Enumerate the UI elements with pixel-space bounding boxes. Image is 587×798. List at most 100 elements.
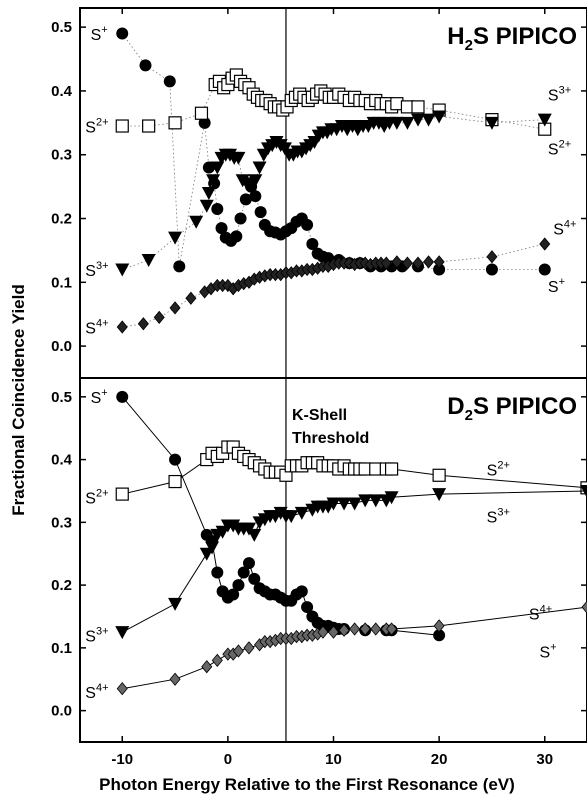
- series-label-charge: 3+: [96, 626, 109, 638]
- series-label-charge: +: [101, 24, 107, 36]
- series-label-base: S: [91, 390, 102, 407]
- data-point-circle: [301, 601, 314, 614]
- data-point-circle: [232, 579, 245, 592]
- threshold-annotation: K-Shell: [292, 407, 347, 424]
- series-label-charge: 2+: [96, 116, 109, 128]
- panel-title-main: H: [447, 23, 464, 50]
- series-label-charge: 2+: [96, 488, 109, 500]
- data-point-square: [168, 474, 182, 489]
- data-point-triangle: [368, 494, 383, 508]
- data-point-diamond: [211, 653, 223, 668]
- y-axis-title: Fractional Coincidence Yield: [9, 284, 28, 515]
- data-point-circle: [249, 190, 262, 203]
- series-label-base: S: [487, 509, 498, 526]
- series-label-left: S3+: [85, 260, 108, 280]
- panel-h2s: 0.00.10.20.30.40.5 S+S2+S3+S4+S3+S2+S4+S+…: [51, 7, 587, 379]
- series-label-base: S: [553, 221, 564, 238]
- data-point-square: [115, 487, 129, 501]
- data-point-diamond: [349, 622, 361, 636]
- data-point-circle: [116, 27, 129, 40]
- x-tick-label: 30: [536, 751, 553, 768]
- panel-title-sub: 2: [465, 37, 473, 54]
- data-point-circle: [202, 161, 215, 174]
- x-tick-label: 0: [224, 751, 232, 768]
- data-point-diamond: [327, 625, 340, 639]
- series-label-base: S: [548, 279, 559, 296]
- data-point-triangle: [189, 215, 204, 229]
- series-label-base: S: [487, 462, 498, 479]
- data-point-diamond: [317, 625, 329, 639]
- data-point-circle: [254, 206, 267, 219]
- data-point-diamond: [243, 641, 255, 655]
- panel-title-sub: 2: [465, 407, 473, 424]
- data-point-triangle: [358, 494, 373, 508]
- data-point-diamond: [433, 255, 445, 269]
- data-point-circle: [173, 260, 186, 273]
- data-point-triangle: [411, 113, 425, 127]
- data-point-square: [384, 462, 399, 476]
- data-point-diamond: [359, 622, 371, 636]
- data-point-circle: [116, 390, 129, 403]
- data-point-diamond: [370, 622, 382, 636]
- data-point-diamond: [232, 644, 244, 658]
- series-label-base: S: [85, 119, 96, 136]
- y-tick-label: 0.2: [51, 577, 72, 594]
- data-point-circle: [433, 263, 446, 276]
- data-point-triangle: [248, 174, 263, 188]
- x-tick-label: 20: [431, 751, 448, 768]
- panel-title: H2S PIPICO: [447, 23, 577, 54]
- data-point-circle: [295, 585, 308, 598]
- data-point-triangle: [115, 626, 130, 640]
- y-tick-label: 0.0: [51, 338, 72, 355]
- data-point-square: [115, 119, 129, 133]
- data-point-circle: [248, 572, 261, 585]
- data-point-diamond: [116, 682, 128, 696]
- data-point-triangle: [432, 110, 447, 124]
- data-point-triangle: [199, 199, 214, 213]
- y-tick-label: 0.5: [51, 19, 72, 36]
- series-label-right: S+: [548, 276, 565, 296]
- data-point-circle: [211, 202, 224, 215]
- data-point-triangle: [580, 484, 587, 498]
- series-label-charge: 2+: [559, 139, 572, 151]
- data-point-square: [194, 106, 209, 120]
- series-label-base: S: [91, 27, 102, 44]
- data-point-diamond: [153, 310, 165, 325]
- data-point-diamond: [137, 317, 149, 331]
- series-label-charge: 4+: [96, 682, 109, 694]
- series-label-charge: 4+: [540, 604, 553, 616]
- panel-d2s: 0.00.10.20.30.40.5-10 0 10 20 30S+S2+S3+S4+S…: [51, 377, 587, 768]
- series-label-right: S4+: [529, 604, 552, 624]
- data-point-triangle: [206, 174, 221, 188]
- data-point-diamond: [338, 623, 350, 637]
- data-point-diamond: [201, 660, 213, 674]
- y-tick-label: 0.2: [51, 211, 72, 228]
- data-point-triangle: [284, 510, 299, 524]
- data-point-square: [411, 100, 425, 114]
- data-point-circle: [239, 193, 252, 206]
- data-point-circle: [227, 588, 240, 601]
- data-point-triangle: [432, 488, 447, 502]
- series-label-left: S4+: [85, 682, 108, 702]
- series-label-left: S3+: [85, 626, 108, 646]
- data-point-circle: [169, 453, 182, 466]
- data-point-triangle: [141, 253, 156, 267]
- data-point-diamond: [391, 255, 403, 269]
- data-point-circle: [234, 212, 247, 225]
- data-point-diamond: [169, 672, 181, 686]
- data-point-triangle: [384, 491, 399, 505]
- series-label-base: S: [85, 685, 96, 702]
- data-point-circle: [237, 566, 250, 579]
- data-point-circle: [139, 59, 152, 72]
- data-point-triangle: [421, 113, 436, 127]
- series-label-base: S: [85, 320, 96, 337]
- series-S4plus: [116, 237, 551, 334]
- data-point-triangle: [247, 528, 262, 542]
- threshold-annotation: Threshold: [292, 430, 369, 447]
- data-point-triangle: [201, 187, 216, 200]
- series-label-right: S3+: [548, 85, 571, 105]
- series-S2plus: [115, 68, 552, 136]
- series-S3plus: [115, 110, 552, 277]
- x-axis-title: Photon Energy Relative to the First Reso…: [99, 775, 515, 794]
